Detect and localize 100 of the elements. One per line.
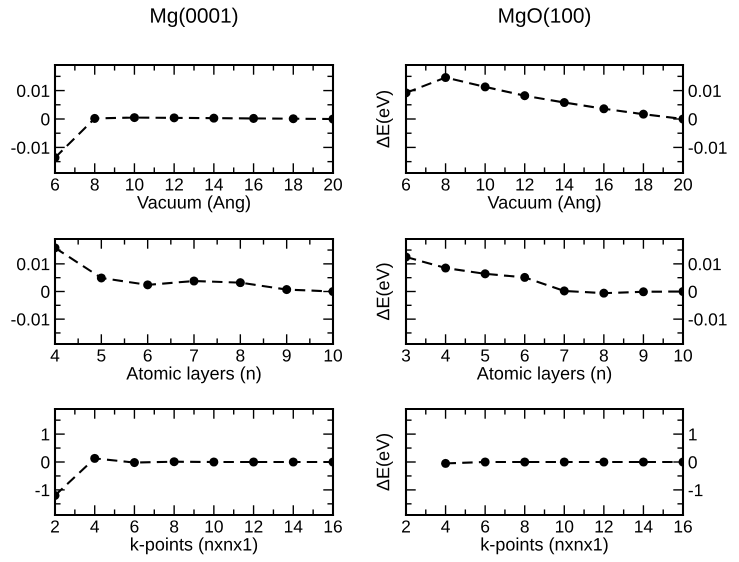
- point: [638, 110, 648, 119]
- point: [249, 457, 258, 467]
- point: [282, 285, 292, 294]
- y-tick-label: -1: [688, 484, 702, 496]
- x-tick-label: 9: [639, 349, 648, 362]
- x-tick-label: 8: [90, 178, 99, 191]
- point: [520, 272, 530, 282]
- x-tick-label: 4: [90, 520, 100, 532]
- point: [236, 278, 245, 288]
- x-tick-label: 2: [51, 520, 59, 532]
- y-axis-title: ΔE(eV): [376, 434, 393, 491]
- x-axis-title: Vacuum (Ang): [488, 195, 600, 212]
- point: [560, 98, 569, 108]
- x-tick-label: 6: [130, 520, 138, 533]
- x-axis-title: k-points (nxnx1): [131, 537, 258, 554]
- x-tick-label: 8: [236, 349, 244, 362]
- x-tick-label: 20: [674, 178, 692, 191]
- x-axis-title: Atomic layers (n): [126, 366, 261, 384]
- point: [209, 457, 218, 467]
- x-tick-label: 10: [674, 349, 692, 362]
- x-tick-label: 5: [481, 350, 490, 362]
- y-tick-label: -1: [35, 484, 50, 496]
- y-tick-label: 0.01: [688, 258, 721, 270]
- x-tick-label: 10: [556, 520, 574, 533]
- point: [480, 269, 490, 278]
- y-tick-label: 1: [689, 428, 697, 440]
- x-tick-label: 12: [166, 178, 183, 190]
- y-tick-label: 1: [42, 428, 50, 440]
- point: [143, 280, 152, 290]
- x-tick-label: 12: [516, 178, 534, 190]
- point: [520, 91, 530, 100]
- x-tick-label: 14: [635, 520, 653, 532]
- x-tick-label: 16: [674, 520, 692, 533]
- x-tick-label: 4: [50, 350, 60, 362]
- y-tick-label: -0.01: [688, 142, 727, 154]
- y-axis-title: ΔE(eV): [376, 264, 393, 320]
- x-tick-label: 6: [520, 349, 529, 362]
- x-tick-label: 2: [402, 520, 410, 532]
- point: [599, 104, 608, 114]
- x-tick-label: 8: [170, 520, 178, 533]
- point: [130, 458, 139, 468]
- point: [90, 454, 100, 463]
- y-tick-label: -0.01: [11, 313, 50, 326]
- point: [441, 72, 450, 82]
- x-axis-title: Atomic layers (n): [476, 366, 612, 384]
- x-tick-label: 5: [97, 350, 106, 362]
- y-axis-title: ΔE(eV): [376, 91, 393, 148]
- y-tick-label: 0: [688, 286, 697, 298]
- point: [189, 276, 199, 286]
- y-tick-label: -0.01: [11, 142, 50, 154]
- x-axis-title: k-points (nxnx1): [482, 537, 608, 554]
- y-tick-label: -0.01: [688, 313, 727, 326]
- x-tick-label: 4: [441, 350, 450, 362]
- x-tick-label: 10: [206, 520, 223, 533]
- y-tick-label: 0: [41, 456, 50, 468]
- x-tick-label: 10: [476, 178, 494, 191]
- x-tick-label: 12: [596, 520, 613, 532]
- point: [209, 114, 218, 123]
- point: [480, 82, 490, 92]
- x-tick-label: 7: [560, 350, 568, 362]
- x-tick-label: 16: [245, 178, 262, 191]
- point: [288, 114, 298, 124]
- point: [638, 287, 648, 296]
- y-tick-label: 0.01: [17, 84, 50, 98]
- x-tick-label: 18: [284, 178, 302, 191]
- x-tick-label: 6: [144, 349, 152, 362]
- x-tick-label: 3: [402, 349, 410, 362]
- chart-title: MgO(100): [499, 8, 590, 27]
- y-tick-label: 0: [688, 113, 697, 126]
- point: [96, 273, 106, 282]
- x-tick-label: 20: [324, 178, 342, 191]
- point: [130, 113, 139, 122]
- x-tick-label: 7: [190, 350, 198, 362]
- y-tick-label: 0: [688, 456, 697, 468]
- x-tick-label: 10: [126, 178, 144, 191]
- point: [170, 113, 179, 122]
- x-tick-label: 10: [324, 349, 342, 362]
- point: [288, 457, 298, 467]
- x-tick-label: 12: [245, 520, 262, 532]
- x-tick-label: 8: [520, 520, 529, 533]
- x-tick-label: 6: [481, 520, 490, 533]
- x-tick-label: 14: [556, 178, 574, 190]
- x-tick-label: 18: [635, 178, 652, 191]
- point: [441, 264, 450, 273]
- point: [560, 286, 569, 296]
- x-tick-label: 14: [284, 520, 302, 532]
- x-tick-label: 9: [282, 349, 291, 362]
- x-tick-label: 6: [51, 178, 60, 191]
- point: [249, 114, 258, 123]
- y-tick-label: 0: [41, 113, 50, 126]
- y-tick-label: 0.01: [17, 258, 50, 270]
- x-tick-label: 4: [441, 520, 450, 532]
- y-tick-label: 0.01: [688, 84, 721, 98]
- x-tick-label: 14: [206, 178, 224, 190]
- x-axis-title: Vacuum (Ang): [137, 195, 250, 212]
- y-tick-label: 0: [41, 286, 50, 298]
- point: [170, 457, 179, 466]
- x-tick-label: 8: [600, 349, 608, 362]
- point: [90, 114, 100, 123]
- x-tick-label: 6: [402, 178, 410, 191]
